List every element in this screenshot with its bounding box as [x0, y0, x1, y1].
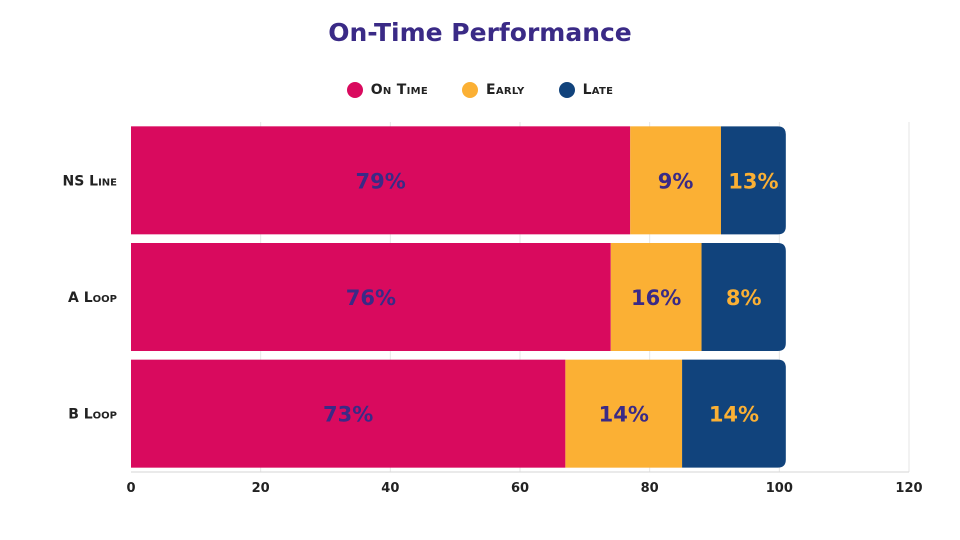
- x-tick-label: 60: [511, 481, 529, 496]
- bar-segment-on-time: [131, 243, 611, 351]
- legend-item-early: Early: [462, 82, 525, 98]
- bar-segment-late: [682, 359, 786, 468]
- x-tick-label: 80: [641, 481, 659, 496]
- bar-segment-early: [610, 243, 702, 351]
- category-label: A Loop: [68, 290, 117, 306]
- x-tick-label: 40: [381, 481, 399, 496]
- bar-segment-early: [565, 359, 683, 468]
- x-tick-label: 100: [766, 481, 793, 496]
- legend-swatch-on-time: [346, 82, 363, 98]
- legend-label-late: Late: [582, 82, 614, 98]
- bar-segment-on-time: [131, 126, 631, 235]
- bar-segment-late: [701, 243, 786, 351]
- legend-label-on-time: On Time: [370, 82, 428, 98]
- legend-item-on-time: On Time: [346, 82, 428, 98]
- x-tick-label: 120: [895, 481, 922, 496]
- legend-swatch-early: [462, 82, 478, 98]
- bar-segment-on-time: [131, 359, 566, 468]
- bar-segment-late: [720, 126, 786, 235]
- data-label: 14%: [599, 403, 649, 427]
- data-label: 9%: [658, 169, 694, 193]
- legend-swatch-late: [558, 82, 575, 98]
- data-label: 13%: [728, 169, 778, 193]
- data-label: 14%: [709, 403, 759, 427]
- legend-label-early: Early: [486, 82, 525, 98]
- data-label: 79%: [355, 169, 405, 193]
- data-label: 73%: [323, 403, 373, 427]
- chart-legend: On Time Early Late: [0, 82, 960, 98]
- x-tick-label: 0: [126, 481, 135, 496]
- category-label: B Loop: [68, 407, 117, 423]
- data-label: 8%: [726, 286, 762, 310]
- category-label: NS Line: [62, 173, 117, 189]
- x-tick-label: 20: [252, 481, 270, 496]
- data-label: 76%: [346, 286, 396, 310]
- legend-item-late: Late: [558, 82, 614, 98]
- chart-title: On-Time Performance: [328, 18, 632, 47]
- data-label: 16%: [631, 286, 681, 310]
- bar-segment-early: [630, 126, 721, 235]
